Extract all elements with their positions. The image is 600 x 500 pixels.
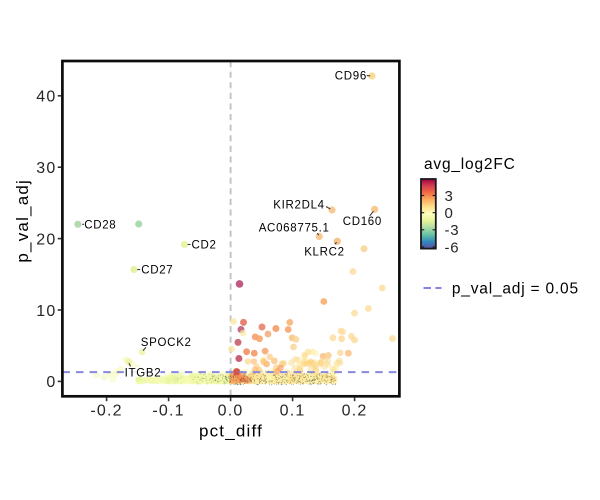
svg-text:30: 30 <box>36 160 56 177</box>
svg-text:3: 3 <box>445 188 454 205</box>
svg-text:KLRC2: KLRC2 <box>304 247 345 259</box>
svg-text:KIR2DL4: KIR2DL4 <box>273 200 325 212</box>
svg-text:CD160: CD160 <box>343 216 382 228</box>
svg-text:p_val_adj: p_val_adj <box>13 179 32 263</box>
svg-text:0.2: 0.2 <box>342 403 368 420</box>
svg-text:AC068775.1: AC068775.1 <box>259 223 330 235</box>
svg-text:avg_log2FC: avg_log2FC <box>424 156 516 173</box>
svg-text:CD2: CD2 <box>192 240 217 252</box>
svg-text:CD96: CD96 <box>335 71 367 83</box>
svg-text:SPOCK2: SPOCK2 <box>141 337 192 349</box>
svg-text:0.1: 0.1 <box>280 403 306 420</box>
svg-text:20: 20 <box>36 231 56 248</box>
svg-text:-0.2: -0.2 <box>90 403 122 420</box>
svg-text:ITGB2: ITGB2 <box>125 367 162 379</box>
svg-text:-6: -6 <box>445 239 460 256</box>
svg-text:0: 0 <box>46 374 56 391</box>
svg-text:CD28: CD28 <box>84 219 116 231</box>
svg-text:p_val_adj = 0.05: p_val_adj = 0.05 <box>452 280 579 297</box>
svg-text:pct_diff: pct_diff <box>199 422 263 441</box>
svg-text:0.0: 0.0 <box>218 403 244 420</box>
svg-text:0: 0 <box>445 205 454 222</box>
svg-text:40: 40 <box>36 89 56 106</box>
svg-text:10: 10 <box>36 303 56 320</box>
svg-text:CD27: CD27 <box>141 265 173 277</box>
svg-text:-0.1: -0.1 <box>152 403 184 420</box>
svg-text:-3: -3 <box>445 222 460 239</box>
